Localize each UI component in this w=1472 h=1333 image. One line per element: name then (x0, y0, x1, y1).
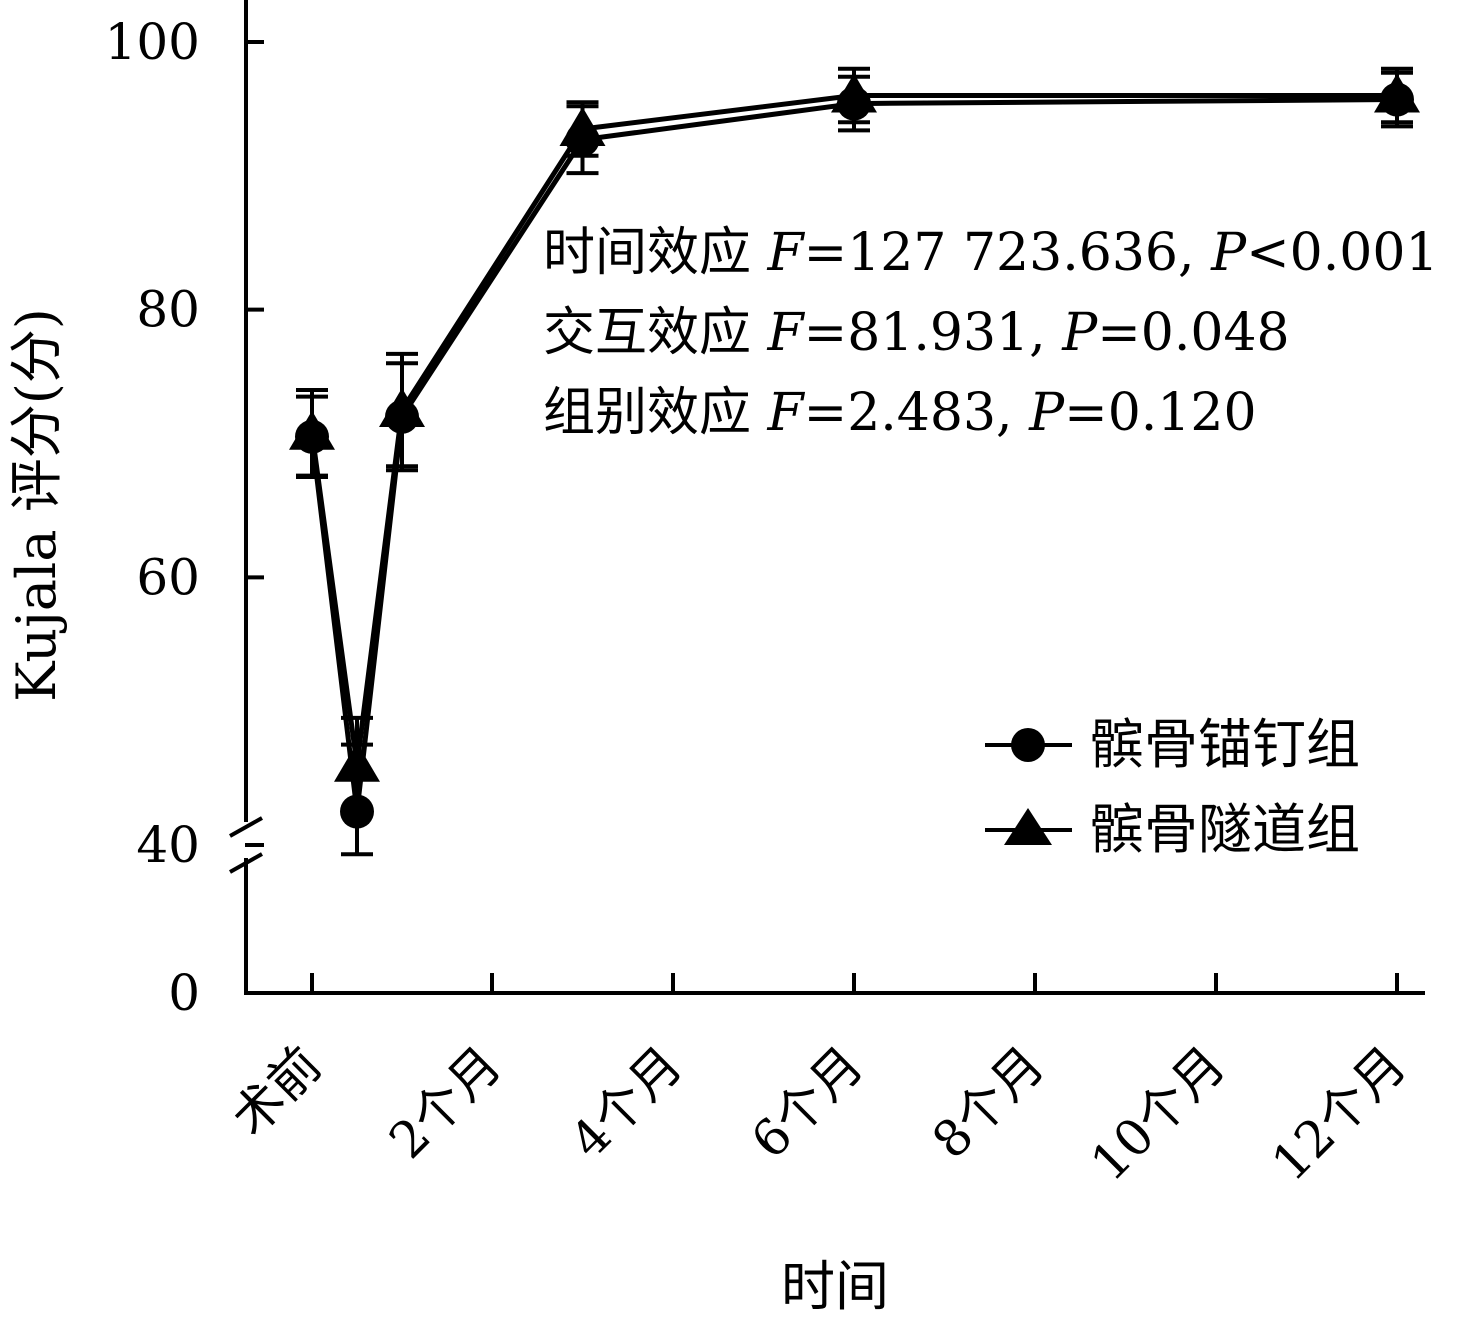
x-tick-label: 2个月 (378, 1035, 512, 1169)
series-line (309, 97, 1398, 812)
series-layer (289, 66, 1420, 857)
y-tick-label: 100 (105, 13, 200, 71)
y-axis-title: Kujala 评分(分) (5, 308, 68, 702)
data-point-triangle (559, 106, 606, 146)
y-tick-label: 60 (136, 548, 200, 606)
y-tick-label: 0 (168, 964, 200, 1022)
x-axis-title: 时间 (781, 1255, 889, 1318)
y-tick-label: 80 (136, 281, 200, 339)
y-axis-break-mark (229, 816, 263, 838)
legend-marker-triangle (1004, 808, 1052, 845)
data-point-triangle (379, 388, 425, 428)
series-tunnel-group (289, 66, 1420, 814)
x-tick-label: 4个月 (559, 1035, 693, 1169)
data-point-triangle (334, 742, 380, 782)
y-axis-break-mark (229, 852, 263, 874)
stat-line-time-effect: 时间效应 F=127 723.636, P<0.001 (543, 223, 1439, 283)
legend-label-anchor-group: 髌骨锚钉组 (1090, 713, 1360, 776)
y-tick-label: 40 (136, 816, 200, 874)
legend-marker-circle (1011, 728, 1045, 762)
x-tick-label: 术前 (221, 1035, 333, 1147)
data-point-triangle (289, 410, 335, 450)
x-tick-label: 6个月 (740, 1035, 874, 1169)
data-point-triangle (831, 73, 877, 113)
x-tick-label: 8个月 (921, 1035, 1055, 1169)
x-tick-label: 12个月 (1261, 1035, 1418, 1192)
statistics-annotation: 时间效应 F=127 723.636, P<0.001 交互效应 F=81.93… (543, 223, 1439, 443)
legend-label-tunnel-group: 髌骨隧道组 (1090, 798, 1360, 861)
legend: 髌骨锚钉组 髌骨隧道组 (985, 713, 1360, 861)
stat-line-interaction-effect: 交互效应 F=81.931, P=0.048 (543, 303, 1290, 363)
stat-line-group-effect: 组别效应 F=2.483, P=0.120 (543, 383, 1257, 443)
x-tick-label: 10个月 (1080, 1035, 1237, 1192)
series-line (309, 93, 1397, 766)
data-point-triangle (1374, 73, 1420, 113)
axes: 0 40 60 80 100 术前 2个月 4个月 6个月 8个月 10个月 12个月 (105, 0, 1425, 1192)
